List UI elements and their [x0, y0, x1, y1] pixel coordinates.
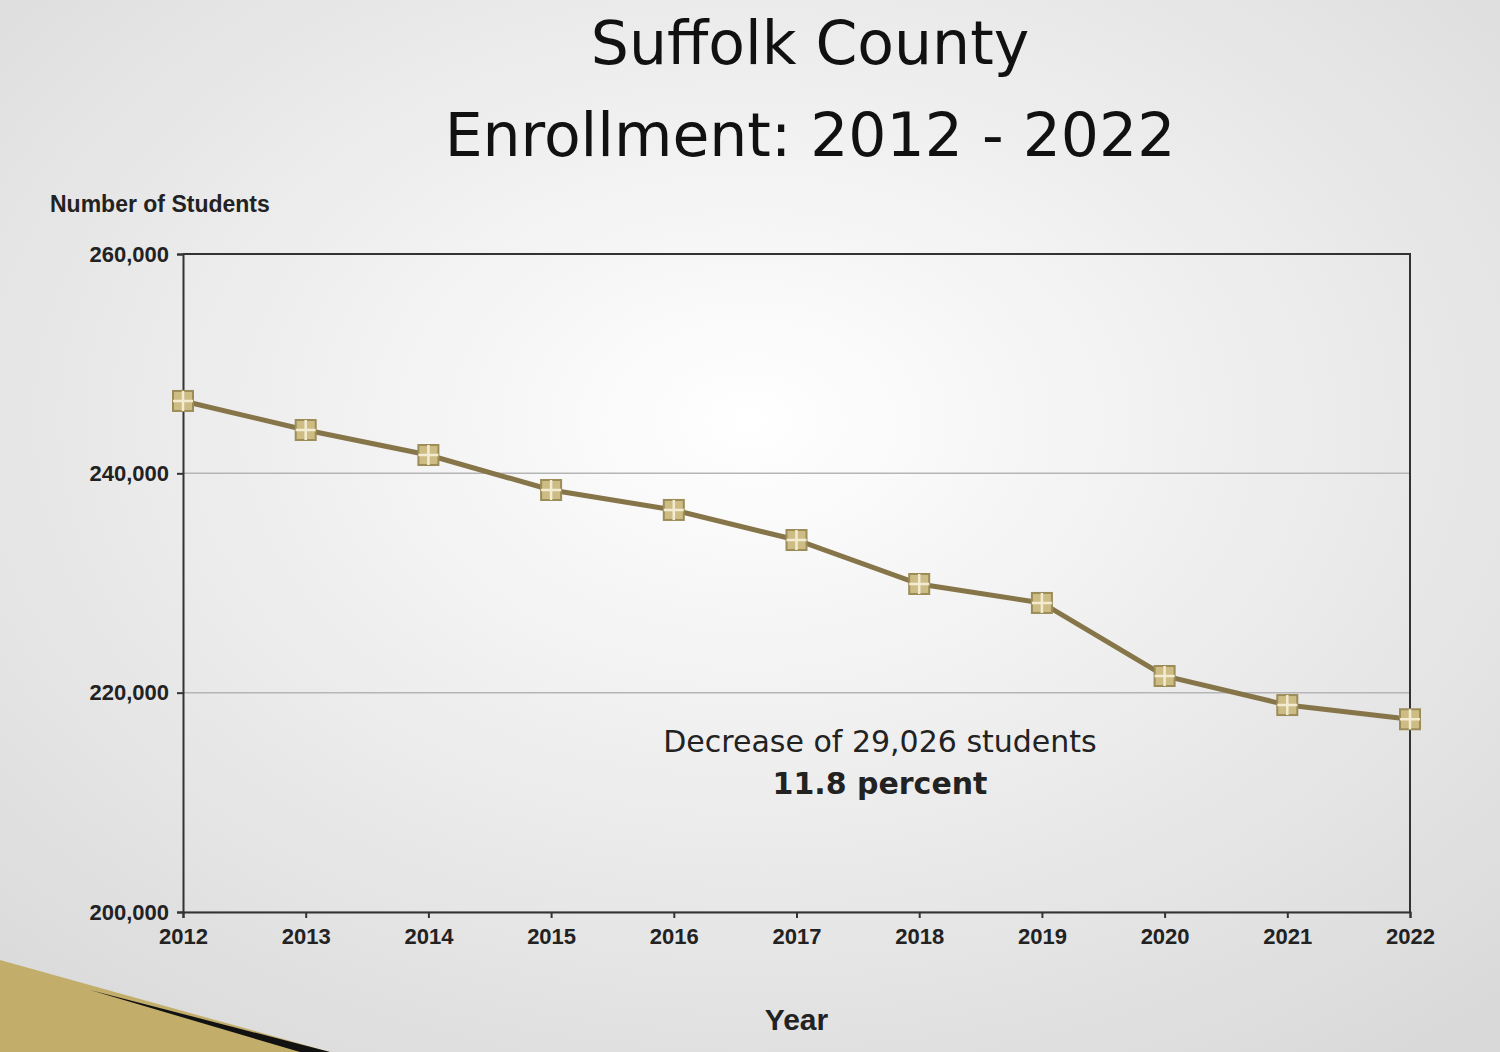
marker-square	[664, 500, 684, 520]
line	[183, 401, 1410, 719]
x-tick-label: 2016	[650, 924, 699, 949]
y-tick-mark	[177, 473, 183, 475]
x-tick-mark	[428, 912, 430, 918]
x-tick: 2021	[1263, 912, 1312, 949]
x-tick: 2019	[1018, 912, 1067, 949]
y-tick: 200,000	[89, 900, 183, 925]
x-tick-mark	[1410, 912, 1412, 918]
marker-square	[296, 420, 316, 440]
x-tick: 2013	[282, 912, 331, 949]
y-tick-label: 260,000	[89, 242, 169, 267]
marker-cross	[1032, 593, 1052, 613]
marker-square	[1277, 695, 1297, 715]
marker-cross	[909, 574, 929, 594]
y-tick-label: 220,000	[89, 680, 169, 705]
x-tick: 2012	[159, 912, 208, 949]
x-tick-mark	[183, 912, 185, 918]
title: Suffolk County Enrollment: 2012 - 2022	[445, 8, 1176, 170]
y-axis-line	[177, 255, 184, 913]
frame	[183, 254, 1410, 912]
x-tick-mark	[796, 912, 798, 918]
x-axis-line	[184, 913, 1411, 919]
x-tick: 2016	[650, 912, 699, 949]
annotation: 11.8 percent	[773, 766, 988, 801]
marker-square	[418, 445, 438, 465]
y-tick-label: 200,000	[89, 900, 169, 925]
grid-line	[183, 473, 1410, 475]
x-tick-mark	[673, 912, 675, 918]
marker-square	[787, 530, 807, 550]
marker-square	[909, 574, 929, 594]
y-tick-mark	[177, 912, 183, 914]
marker-square	[541, 480, 561, 500]
decoration	[90, 990, 330, 1052]
marker	[909, 574, 929, 594]
decoration	[0, 960, 330, 1052]
marker-cross	[418, 445, 438, 465]
x-tick-label: 2020	[1141, 924, 1190, 949]
y-tick: 220,000	[89, 680, 183, 705]
marker-cross	[664, 500, 684, 520]
y-tick: 240,000	[89, 461, 183, 486]
marker	[1155, 666, 1175, 686]
marker	[1400, 709, 1420, 729]
marker-square	[1155, 666, 1175, 686]
x-tick-label: 2017	[773, 924, 822, 949]
x-tick-label: 2013	[282, 924, 331, 949]
x-tick: 2015	[527, 912, 576, 949]
marker-square	[173, 391, 193, 411]
x-tick: 2022	[1386, 912, 1435, 949]
marker-cross	[787, 530, 807, 550]
plot-area	[183, 254, 1410, 912]
marker-square	[1032, 593, 1052, 613]
x-tick-mark	[1164, 912, 1166, 918]
x-tick-label: 2021	[1263, 924, 1312, 949]
x-tick: 2018	[895, 912, 944, 949]
marker-cross	[173, 391, 193, 411]
y-tick-mark	[177, 692, 183, 694]
marker	[787, 530, 807, 550]
x-tick-label: 2012	[159, 924, 208, 949]
x-tick: 2020	[1141, 912, 1190, 949]
x-tick-label: 2018	[895, 924, 944, 949]
marker-cross	[1277, 695, 1297, 715]
x-tick-mark	[305, 912, 307, 918]
x-tick-label: 2022	[1386, 924, 1435, 949]
y-axis: 200,000 220,000 240,000 260,000	[89, 242, 183, 925]
y-tick-mark	[177, 254, 183, 256]
marker	[541, 480, 561, 500]
marker-cross	[1400, 709, 1420, 729]
x-tick-label: 2015	[527, 924, 576, 949]
title-line: Enrollment: 2012 - 2022	[445, 100, 1176, 170]
marker-cross	[296, 420, 316, 440]
y-tick: 260,000	[89, 242, 183, 267]
x-tick: 2017	[773, 912, 822, 949]
y-axis-title: Number of Students	[50, 191, 270, 217]
marker-square	[1400, 709, 1420, 729]
grid	[183, 254, 1410, 912]
y-tick-label: 240,000	[89, 461, 169, 486]
x-tick-mark	[1041, 912, 1043, 918]
chart: Suffolk County Enrollment: 2012 - 2022 200…	[0, 0, 1500, 1052]
x-axis-title: Year	[765, 1003, 829, 1036]
plot	[173, 391, 1420, 729]
marker	[296, 420, 316, 440]
marker-cross	[541, 480, 561, 500]
marker	[664, 500, 684, 520]
x-tick-mark	[551, 912, 553, 918]
annotation: Decrease of 29,026 students	[663, 724, 1096, 759]
background	[0, 0, 1500, 1052]
x-tick-mark	[1287, 912, 1289, 918]
marker	[1277, 695, 1297, 715]
x-tick: 2014	[404, 912, 454, 949]
x-tick-label: 2019	[1018, 924, 1067, 949]
x-tick-label: 2014	[404, 924, 454, 949]
x-tick-mark	[919, 912, 921, 918]
marker	[1032, 593, 1052, 613]
marker-cross	[1155, 666, 1175, 686]
marker	[173, 391, 193, 411]
title-line: Suffolk County	[591, 8, 1029, 78]
x-axis: 2012 2013 2014 2015 2016 2017 2018 2019 2020 2021…	[159, 912, 1435, 949]
marker	[418, 445, 438, 465]
